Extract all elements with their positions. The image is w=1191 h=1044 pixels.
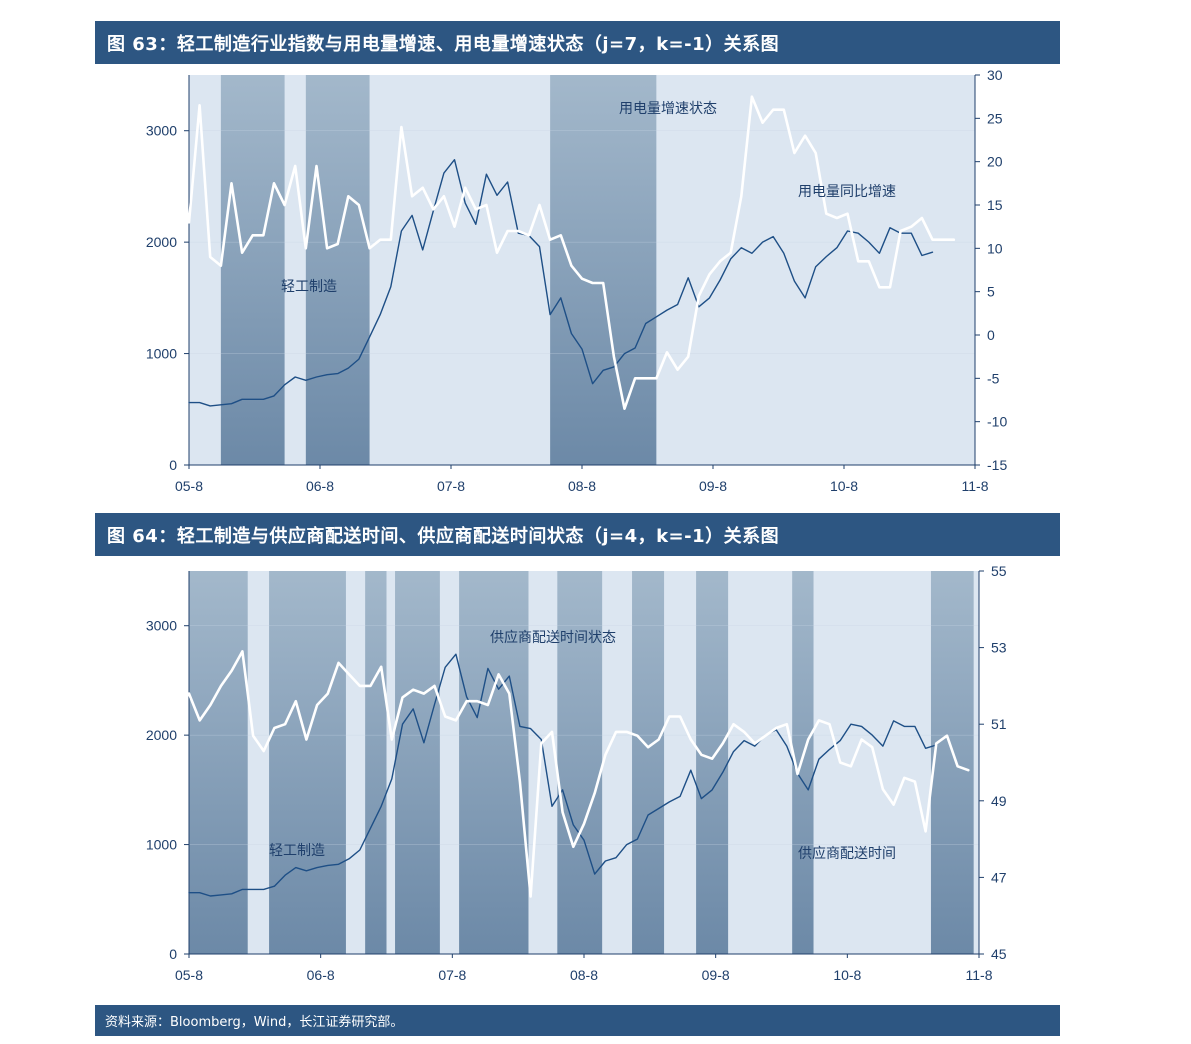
- y-left-tick-label: 3000: [146, 618, 177, 634]
- state-band: [557, 571, 603, 954]
- y-left-tick-label: 0: [169, 946, 177, 962]
- state-band: [550, 75, 657, 465]
- x-tick-label: 06-8: [307, 967, 335, 983]
- x-tick-label: 09-8: [699, 478, 727, 494]
- annotation-label: 供应商配送时间状态: [490, 629, 616, 646]
- source-footer: 资料来源：Bloomberg，Wind，长江证券研究部。: [95, 1005, 1060, 1036]
- y-right-tick-label: 25: [987, 110, 1003, 126]
- chart-1: 0 1000 2000 3000 -15 -10 -5 0 5 10 15 20 25 30 05-8 06-…: [146, 67, 1008, 494]
- y-right-tick-label: -10: [987, 414, 1007, 430]
- y-left-tick-label: 1000: [146, 346, 177, 362]
- x-tick-label: 10-8: [830, 478, 858, 494]
- y-left-tick-label: 3000: [146, 123, 177, 139]
- chart-2: 0 1000 2000 3000 45 47 49 51 53 55 05-8 06-8 07-8 08-…: [146, 563, 1007, 983]
- state-band: [930, 571, 974, 954]
- indicator-series-line: [187, 650, 970, 898]
- state-band: [189, 571, 248, 954]
- x-tick-label: 05-8: [175, 478, 203, 494]
- y-left-tick-label: 2000: [146, 234, 177, 250]
- chart2-title: 图 64：轻工制造与供应商配送时间、供应商配送时间状态（j=4，k=-1）关系图: [107, 526, 780, 547]
- state-band: [792, 571, 814, 954]
- y-right-tick-label: 15: [987, 197, 1003, 213]
- x-tick-label: 10-8: [833, 967, 861, 983]
- y-right-tick-label: 47: [991, 869, 1007, 885]
- y-right-tick-label: -5: [987, 370, 1000, 386]
- y-right-tick-label: -15: [987, 457, 1007, 473]
- state-band: [696, 571, 729, 954]
- chart2-title-bar: 图 64：轻工制造与供应商配送时间、供应商配送时间状态（j=4，k=-1）关系图: [95, 513, 1060, 556]
- state-band: [220, 75, 285, 465]
- y-right-tick-label: 5: [987, 284, 995, 300]
- annotation-label: 轻工制造: [281, 279, 337, 295]
- annotation-label: 用电量同比增速: [798, 184, 896, 200]
- y-left-tick-label: 2000: [146, 727, 177, 743]
- chart1-title: 图 63：轻工制造行业指数与用电量增速、用电量增速状态（j=7，k=-1）关系图: [107, 34, 780, 55]
- index-series-line: [188, 653, 937, 897]
- x-tick-label: 11-8: [962, 478, 989, 494]
- x-tick-label: 07-8: [437, 478, 465, 494]
- x-tick-label: 08-8: [570, 967, 598, 983]
- x-tick-label: 11-8: [966, 967, 993, 983]
- annotation-label: 供应商配送时间: [798, 845, 896, 862]
- x-tick-label: 07-8: [438, 967, 466, 983]
- source-text: 资料来源：Bloomberg，Wind，长江证券研究部。: [105, 1015, 404, 1030]
- y-right-tick-label: 53: [991, 640, 1007, 656]
- x-tick-label: 09-8: [702, 967, 730, 983]
- state-band: [269, 571, 346, 954]
- y-right-tick-label: 10: [987, 240, 1003, 256]
- y-right-tick-label: 45: [991, 946, 1007, 962]
- indicator-series-line: [187, 95, 956, 411]
- y-left-tick-label: 1000: [146, 837, 177, 853]
- state-band: [395, 571, 440, 954]
- state-band: [365, 571, 387, 954]
- state-band: [632, 571, 665, 954]
- annotation-label: 轻工制造: [269, 843, 325, 859]
- y-right-tick-label: 30: [987, 67, 1003, 83]
- y-right-tick-label: 0: [987, 327, 995, 343]
- y-right-tick-label: 55: [991, 563, 1007, 579]
- y-right-tick-label: 49: [991, 793, 1007, 809]
- index-series-line: [188, 158, 934, 407]
- y-right-tick-label: 20: [987, 154, 1003, 170]
- y-right-tick-label: 51: [991, 716, 1007, 732]
- y-left-tick-label: 0: [169, 457, 177, 473]
- x-tick-label: 06-8: [306, 478, 334, 494]
- chart1-title-bar: 图 63：轻工制造行业指数与用电量增速、用电量增速状态（j=7，k=-1）关系图: [95, 21, 1060, 64]
- x-tick-label: 08-8: [568, 478, 596, 494]
- x-tick-label: 05-8: [175, 967, 203, 983]
- state-band: [305, 75, 370, 465]
- annotation-label: 用电量增速状态: [619, 101, 717, 117]
